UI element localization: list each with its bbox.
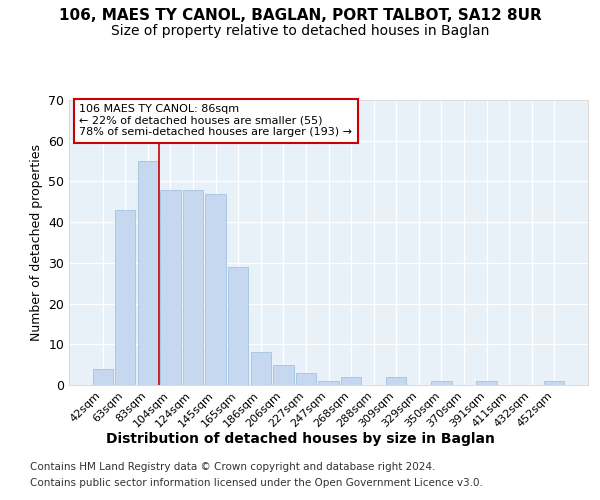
- Text: 106, MAES TY CANOL, BAGLAN, PORT TALBOT, SA12 8UR: 106, MAES TY CANOL, BAGLAN, PORT TALBOT,…: [59, 8, 541, 22]
- Bar: [160, 190, 181, 385]
- Bar: [319, 381, 338, 385]
- Bar: [251, 352, 271, 385]
- Bar: [431, 381, 452, 385]
- Text: Distribution of detached houses by size in Baglan: Distribution of detached houses by size …: [106, 432, 494, 446]
- Bar: [138, 161, 158, 385]
- Y-axis label: Number of detached properties: Number of detached properties: [29, 144, 43, 341]
- Bar: [544, 381, 565, 385]
- Text: Contains HM Land Registry data © Crown copyright and database right 2024.: Contains HM Land Registry data © Crown c…: [30, 462, 436, 472]
- Bar: [183, 190, 203, 385]
- Bar: [92, 368, 113, 385]
- Bar: [341, 377, 361, 385]
- Text: Contains public sector information licensed under the Open Government Licence v3: Contains public sector information licen…: [30, 478, 483, 488]
- Bar: [205, 194, 226, 385]
- Bar: [476, 381, 497, 385]
- Bar: [115, 210, 136, 385]
- Bar: [386, 377, 406, 385]
- Text: Size of property relative to detached houses in Baglan: Size of property relative to detached ho…: [111, 24, 489, 38]
- Bar: [273, 364, 293, 385]
- Bar: [296, 373, 316, 385]
- Bar: [228, 267, 248, 385]
- Text: 106 MAES TY CANOL: 86sqm
← 22% of detached houses are smaller (55)
78% of semi-d: 106 MAES TY CANOL: 86sqm ← 22% of detach…: [79, 104, 352, 138]
